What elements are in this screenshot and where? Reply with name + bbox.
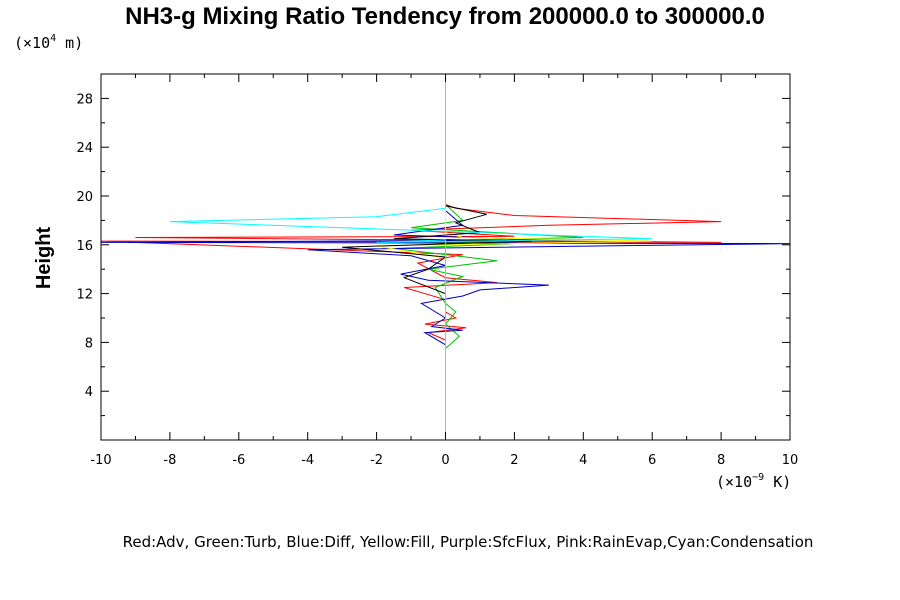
y-tick-label: 8: [85, 336, 93, 351]
series-line-6: [169, 74, 653, 440]
x-tick-label: -8: [163, 453, 176, 468]
series-line-4: [376, 74, 653, 440]
x-tick-label: 10: [782, 453, 799, 468]
x-tick-label: 2: [510, 453, 518, 468]
x-axis-units: (×10−9 K): [716, 472, 791, 491]
axes: [100, 73, 791, 441]
series-line-5: [342, 74, 532, 440]
y-tick-labels: 4 8 12 16 20 24 28: [76, 92, 93, 400]
y-tick-label: 28: [76, 92, 93, 107]
x-tick-label: -2: [370, 453, 383, 468]
series-line-1: [100, 74, 722, 440]
x-tick-label: 4: [579, 453, 587, 468]
y-tick-label: 16: [76, 239, 93, 254]
y-tick-label: 24: [76, 141, 93, 156]
y-tick-label: 20: [76, 190, 93, 205]
y-axis-title: Height: [33, 227, 55, 290]
chart-title: NH3-g Mixing Ratio Tendency from 200000.…: [125, 3, 765, 30]
y-tick-label: 4: [85, 385, 93, 400]
x-tick-label: -4: [301, 453, 314, 468]
legend-text: Red:Adv, Green:Turb, Blue:Diff, Yellow:F…: [123, 533, 814, 551]
x-tick-labels: -10 -8 -6 -4 -2 0 2 4 6 8 10: [90, 453, 798, 468]
series-line-2: [393, 74, 584, 440]
y-tick-label: 12: [76, 288, 93, 303]
x-tick-label: 0: [441, 453, 449, 468]
x-tick-label: -10: [90, 453, 111, 468]
x-tick-label: 8: [717, 453, 725, 468]
x-tick-label: -6: [232, 453, 245, 468]
y-axis-units: (×104 m): [14, 33, 83, 52]
x-tick-label: 6: [648, 453, 656, 468]
plot-lines: [100, 74, 791, 440]
